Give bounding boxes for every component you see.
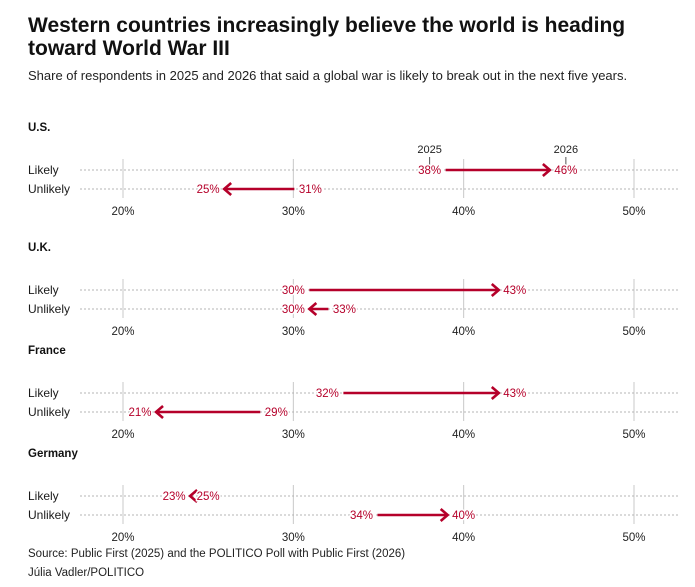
x-tick-label: 20%: [111, 206, 134, 218]
value-label-to: 21%: [129, 407, 152, 419]
value-label-to: 43%: [503, 388, 526, 400]
row-label: Unlikely: [28, 405, 70, 419]
source-note: Source: Public First (2025) and the POLI…: [28, 548, 406, 560]
value-label-to: 23%: [163, 491, 186, 503]
arrow-head: [490, 386, 501, 400]
x-tick-label: 30%: [282, 429, 305, 441]
row-label: Likely: [28, 386, 59, 400]
value-label-from: 32%: [316, 388, 339, 400]
value-label-to: 30%: [282, 304, 305, 316]
panel-title: U.S.: [28, 122, 50, 134]
year-label-from: 2025: [417, 144, 441, 156]
value-label-from: 34%: [350, 510, 373, 522]
arrow-head: [542, 163, 552, 177]
row-label: Unlikely: [28, 508, 70, 522]
row-label: Likely: [28, 163, 59, 177]
arrow-head: [439, 508, 450, 522]
value-label-from: 31%: [299, 184, 322, 196]
arrow-head: [490, 283, 501, 297]
value-label-to: 43%: [503, 285, 526, 297]
credit-note: Júlia Vadler/POLITICO: [28, 567, 145, 579]
x-tick-label: 50%: [622, 206, 645, 218]
x-tick-label: 40%: [452, 206, 475, 218]
x-tick-label: 20%: [111, 532, 134, 544]
panel-title: France: [28, 345, 66, 357]
value-label-from: 33%: [333, 304, 356, 316]
panel-title: Germany: [28, 448, 78, 460]
value-label-to: 40%: [452, 510, 475, 522]
x-tick-label: 30%: [282, 326, 305, 338]
arrow-head: [222, 182, 233, 196]
x-tick-label: 20%: [111, 326, 134, 338]
x-tick-label: 40%: [452, 429, 475, 441]
value-label-from: 30%: [282, 285, 305, 297]
row-label: Unlikely: [28, 182, 70, 196]
x-tick-label: 50%: [622, 326, 645, 338]
value-label-from: 29%: [265, 407, 288, 419]
value-label-to: 46%: [554, 165, 577, 177]
arrow-head: [188, 489, 198, 503]
value-label-from: 25%: [197, 491, 220, 503]
value-label-to: 25%: [197, 184, 220, 196]
x-tick-label: 20%: [111, 429, 134, 441]
row-label: Likely: [28, 489, 59, 503]
chart-title: Western countries increasingly believe t…: [28, 14, 626, 60]
year-label-to: 2026: [554, 144, 578, 156]
row-label: Unlikely: [28, 302, 70, 316]
row-label: Likely: [28, 283, 59, 297]
x-tick-label: 30%: [282, 532, 305, 544]
x-tick-label: 40%: [452, 326, 475, 338]
value-label-from: 38%: [418, 165, 441, 177]
x-tick-label: 40%: [452, 532, 475, 544]
x-tick-label: 50%: [622, 532, 645, 544]
arrow-head: [307, 302, 318, 316]
chart-subtitle: Share of respondents in 2025 and 2026 th…: [28, 68, 628, 83]
panel-title: U.K.: [28, 242, 51, 254]
x-tick-label: 50%: [622, 429, 645, 441]
arrow-head: [154, 405, 164, 419]
x-tick-label: 30%: [282, 206, 305, 218]
